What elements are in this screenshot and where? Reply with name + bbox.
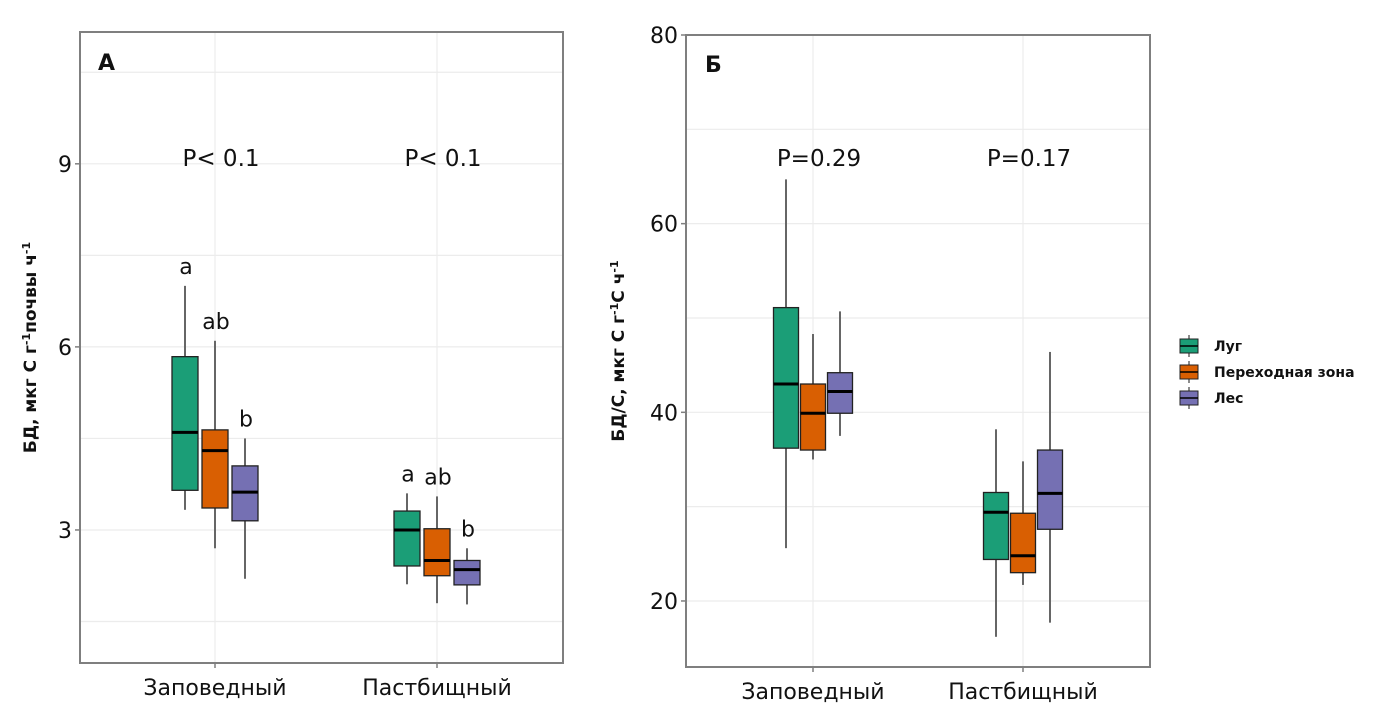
panel-b-box-transition-pastbishny [1009, 461, 1037, 585]
panel-b-box-forest-zapovedny [826, 311, 854, 436]
panel-b-box-luga-pastbishny [982, 429, 1010, 637]
box-iqr [799, 383, 827, 451]
legend-label: Луг [1214, 339, 1242, 355]
panel-a-y-axis: 3 6 9 [58, 153, 80, 544]
panel-a-p-value: P< 0.1 [182, 146, 259, 172]
panel-a-p-values: P< 0.1 P< 0.1 [182, 146, 481, 172]
panel-a-significance-letter: b [239, 407, 253, 432]
panel-b-box-luga-zapovedny [772, 179, 800, 549]
panel-b-p-value: P=0.17 [987, 146, 1071, 172]
legend-label: Переходная зона [1214, 365, 1355, 381]
box-iqr [423, 528, 451, 577]
panel-a-box-forest-zapovedny [231, 438, 259, 579]
panel-a-y-axis-label: БД, мкг С г-1почвы ч-1 [20, 242, 42, 453]
panel-a-y-axis-label-text: БД, мкг С г [21, 345, 41, 453]
panel-a: 369 Заповедный Пастбищный А БД, мкг С г-1… [20, 31, 564, 701]
panel-a-x-axis: Заповедный Пастбищный [143, 663, 512, 701]
panel-a-y-tick-label: 3 [58, 519, 72, 544]
panel-b-y-tick-label: 60 [650, 213, 678, 238]
panel-a-significance-letter: a [401, 462, 414, 487]
panel-b-p-values: P=0.29 P=0.17 [777, 146, 1071, 172]
panel-b-boxes [772, 179, 1064, 637]
panel-a-x-tick-label: Пастбищный [362, 676, 512, 701]
panel-b-frame [685, 34, 1151, 668]
panel-a-label: А [98, 51, 115, 76]
legend-key-forest [1179, 387, 1199, 409]
panel-a-y-tick-label: 9 [58, 153, 72, 178]
panel-a-significance-letter: b [461, 517, 475, 542]
panel-a-y-axis-label-text: почвы ч [21, 254, 41, 333]
panel-a-significance-letter: a [179, 255, 192, 280]
panel-a-grid [80, 32, 563, 663]
panel-b-box-forest-pastbishny [1036, 351, 1064, 623]
panel-b-label: Б [705, 53, 722, 78]
panel-b-y-axis-label-text: С ч [609, 273, 629, 303]
panel-a-significance-letter: ab [202, 310, 229, 335]
legend-label: Лес [1214, 391, 1243, 407]
panel-a-y-tick-label: 6 [58, 336, 72, 361]
box-iqr [772, 306, 800, 449]
panel-a-boxes [171, 285, 481, 605]
panel-a-significance-letter: ab [424, 465, 451, 490]
box-iqr [201, 429, 229, 509]
panel-b-y-axis-label-superscript: -1 [608, 260, 621, 272]
legend-key-transition [1179, 361, 1199, 383]
panel-b-p-value: P=0.29 [777, 146, 861, 172]
panel-b-y-axis: 20 40 60 80 [650, 24, 686, 615]
panel-b-y-tick-label: 80 [650, 24, 678, 49]
legend-key-luga [1179, 335, 1199, 357]
panel-b-x-tick-label: Заповедный [741, 680, 884, 705]
box-iqr [1009, 512, 1037, 574]
panel-a-box-forest-pastbishny [453, 548, 481, 605]
panel-b-box-transition-zapovedny [799, 334, 827, 460]
panel-a-box-transition-zapovedny [201, 340, 229, 549]
box-iqr [393, 510, 421, 567]
panel-b-x-tick-label: Пастбищный [948, 680, 1098, 705]
box-iqr [982, 491, 1010, 561]
panel-b-y-axis-label-superscript: -1 [608, 303, 621, 315]
legend: Луг Переходная зона Лес [1179, 335, 1355, 409]
panel-b-y-tick-label: 40 [650, 401, 678, 426]
panel-a-box-luga-zapovedny [171, 285, 199, 510]
panel-a-y-axis-label-superscript: -1 [20, 333, 33, 345]
box-iqr [1036, 449, 1064, 530]
panel-b-y-axis-label-text: БД/С, мкг С г [609, 315, 629, 442]
panel-b-y-tick-label: 20 [650, 590, 678, 615]
box-iqr [453, 559, 481, 586]
panel-a-y-axis-label-superscript: -1 [20, 242, 33, 254]
panel-a-frame [79, 31, 564, 664]
panel-b: 20 40 60 80 Заповедный Пастбищный Б БД/С, мк… [608, 24, 1151, 705]
panel-b-x-axis: Заповедный Пастбищный [741, 667, 1098, 705]
panel-b-grid [686, 35, 1150, 667]
panel-a-x-tick-label: Заповедный [143, 676, 286, 701]
panel-a-box-transition-pastbishny [423, 496, 451, 604]
panel-a-box-luga-pastbishny [393, 493, 421, 585]
panel-a-p-value: P< 0.1 [404, 146, 481, 172]
box-iqr [171, 356, 199, 491]
panel-b-y-axis-label: БД/С, мкг С г-1С ч-1 [608, 260, 630, 441]
